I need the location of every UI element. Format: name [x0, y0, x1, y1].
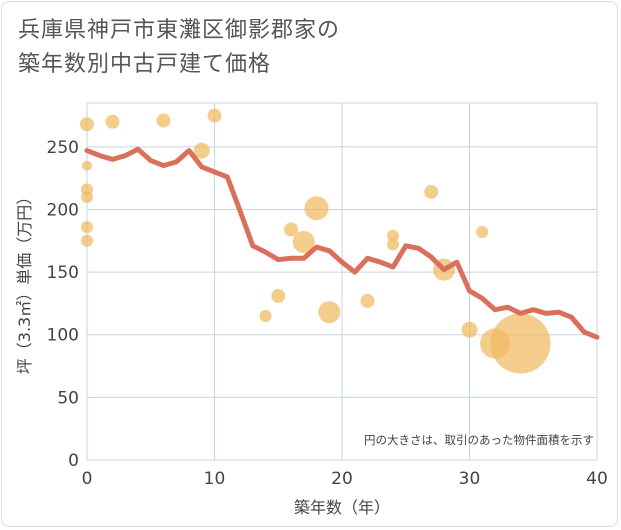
bubble-point — [387, 229, 399, 242]
bubble-point — [387, 238, 399, 251]
bubble-point — [81, 190, 93, 203]
bubble-point — [259, 309, 272, 322]
chart-title-line-2: 築年数別中古戸建て価格 — [18, 52, 272, 77]
bubble-point — [80, 117, 94, 132]
bubble-point — [207, 108, 222, 123]
y-tick-label: 250 — [47, 138, 79, 158]
average-price-line — [84, 146, 600, 340]
x-tick-label: 20 — [331, 469, 353, 489]
bubble-series — [80, 108, 551, 374]
bubble-point — [81, 234, 93, 247]
bubble-point — [461, 321, 478, 338]
y-tick-label: 200 — [47, 200, 79, 220]
y-tick-label: 50 — [57, 388, 79, 408]
bubble-point — [360, 293, 375, 308]
y-tick-label: 150 — [47, 263, 79, 283]
axis-ticks: 0 50 100 150 200 250 0 10 20 30 40 — [47, 138, 608, 489]
bubble-point — [424, 184, 439, 199]
bubble-point — [292, 231, 315, 254]
plot-frame — [86, 102, 598, 461]
bubble-point — [490, 313, 551, 374]
chart-title-line-1: 兵庫県神戸市東灘区御影郡家の — [18, 18, 341, 43]
bubble-point — [271, 288, 286, 303]
x-tick-label: 10 — [204, 469, 226, 489]
y-tick-label: 100 — [47, 326, 79, 346]
bubble-point — [304, 196, 329, 221]
bubble-point — [105, 114, 120, 129]
bubble-point — [156, 113, 171, 128]
chart-title: 兵庫県神戸市東灘区御影郡家の 築年数別中古戸建て価格 — [18, 14, 340, 82]
y-tick-label: 0 — [68, 451, 79, 471]
bubble-point — [318, 301, 341, 324]
x-axis-label: 築年数（年） — [294, 498, 390, 517]
x-tick-label: 30 — [459, 469, 481, 489]
x-tick-label: 40 — [586, 469, 608, 489]
x-tick-label: 0 — [82, 469, 93, 489]
bubble-point — [193, 142, 210, 159]
bubble-size-note: 円の大きさは、取引のあった物件面積を示す — [364, 433, 594, 447]
y-axis-label: 坪（3.3㎡）単価（万円） — [15, 189, 34, 374]
bubble-point — [476, 226, 489, 239]
bubble-point — [284, 222, 298, 237]
bubble-point — [81, 221, 93, 234]
gridlines — [86, 102, 598, 461]
bubble-point — [82, 160, 92, 171]
